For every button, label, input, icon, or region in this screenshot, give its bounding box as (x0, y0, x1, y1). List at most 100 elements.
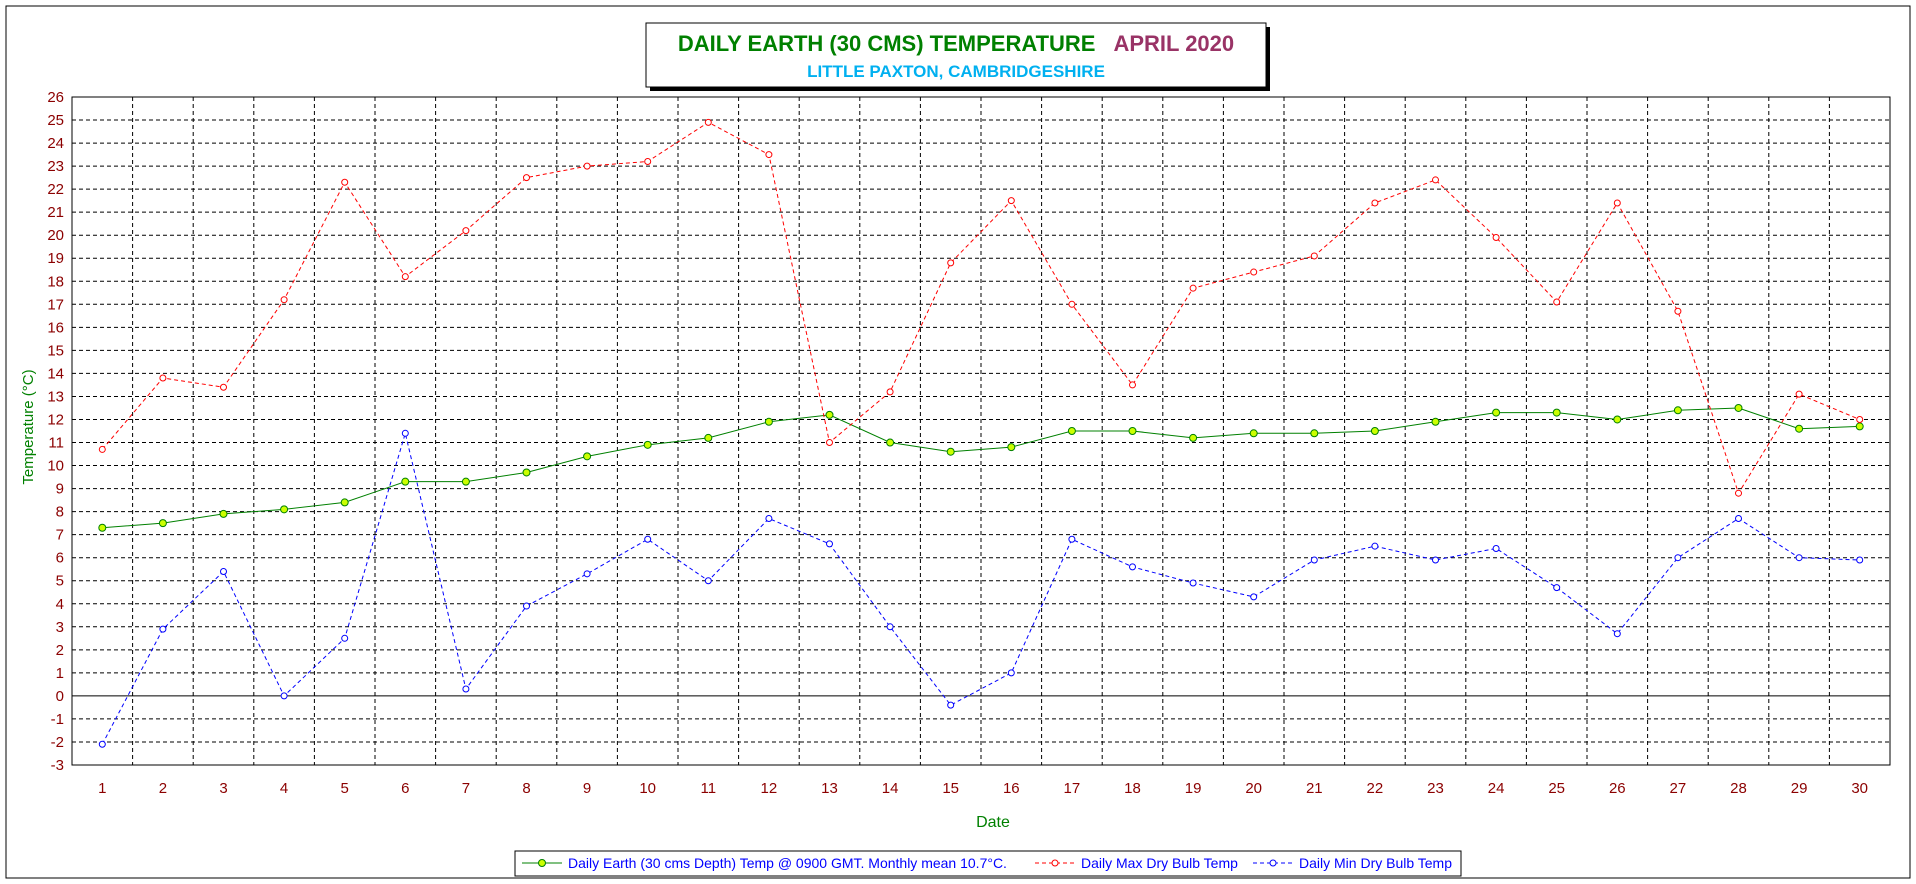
x-tick-label: 18 (1124, 780, 1141, 797)
x-tick-label: 30 (1851, 780, 1868, 797)
data-point (1128, 427, 1137, 435)
y-tick-label: 2 (56, 642, 64, 659)
data-point (220, 383, 227, 391)
data-point (1795, 554, 1803, 562)
x-tick-label: 28 (1730, 780, 1747, 797)
x-tick-label: 9 (583, 780, 591, 797)
x-tick-label: 2 (159, 780, 167, 797)
legend-box (514, 850, 1462, 877)
data-point (401, 429, 409, 437)
legend-label: Daily Min Dry Bulb Temp (1299, 855, 1452, 871)
plot-border (71, 96, 1891, 766)
data-point (1068, 535, 1076, 543)
data-point (98, 445, 106, 453)
x-tick-label: 13 (821, 780, 838, 797)
x-tick-label: 27 (1670, 780, 1687, 797)
y-tick-label: 19 (47, 250, 64, 267)
legend-swatch-marker (1051, 859, 1059, 867)
legend: Daily Earth (30 cms Depth) Temp @ 0900 G… (514, 850, 1462, 877)
y-tick-label: 0 (56, 688, 64, 705)
legend-item: Daily Min Dry Bulb Temp (1253, 855, 1452, 871)
data-point (462, 227, 470, 235)
series-1 (98, 403, 1864, 532)
data-point (523, 174, 530, 182)
x-tick-label: 7 (462, 780, 470, 797)
data-point (220, 568, 227, 576)
x-tick-label: 1 (98, 780, 106, 797)
data-point (1310, 556, 1318, 564)
x-tick-label: 20 (1245, 780, 1262, 797)
data-point (219, 509, 228, 518)
y-tick-label: 1 (56, 665, 64, 682)
data-point (704, 118, 712, 126)
data-point (644, 157, 652, 165)
y-tick-label: 6 (56, 550, 64, 567)
data-point (1613, 415, 1622, 424)
x-tick-label: 16 (1003, 780, 1020, 797)
data-point (825, 410, 834, 419)
data-point (340, 498, 349, 507)
y-tick-label: 11 (48, 435, 64, 452)
y-tick-label: 26 (47, 89, 64, 106)
data-point (886, 388, 894, 396)
data-point (1007, 669, 1015, 677)
data-point (523, 602, 530, 610)
data-point (1007, 197, 1015, 205)
data-point (1129, 381, 1136, 389)
title-box: DAILY EARTH (30 CMS) TEMPERATURE APRIL 20… (645, 22, 1270, 91)
x-tick-label: 14 (882, 780, 899, 797)
chart-subtitle: LITTLE PAXTON, CAMBRIDGESHIRE (807, 62, 1105, 81)
grid (72, 97, 1890, 765)
data-point (1856, 556, 1864, 564)
x-tick-label: 4 (280, 780, 288, 797)
plot-area: 2625242322212019181716151413121110987654… (47, 89, 1891, 797)
data-point (947, 259, 955, 267)
x-tick-label: 15 (942, 780, 959, 797)
data-point (1250, 593, 1258, 601)
x-tick-label: 10 (639, 780, 656, 797)
data-point (1734, 403, 1743, 412)
data-point (522, 468, 531, 477)
x-tick-label: 11 (701, 780, 717, 797)
data-point (1189, 579, 1197, 587)
data-point (1795, 424, 1804, 433)
y-tick-label: 23 (47, 158, 64, 175)
y-axis-title: Temperature (°C) (20, 369, 37, 484)
y-tick-label: 24 (47, 135, 64, 152)
series-layer (98, 118, 1864, 748)
chart-title-main: DAILY EARTH (30 CMS) TEMPERATURE (678, 31, 1096, 56)
y-tick-label: 18 (47, 273, 64, 290)
data-point (764, 417, 773, 426)
data-point (280, 692, 288, 700)
data-point (1613, 630, 1621, 638)
x-tick-label: 12 (761, 780, 778, 797)
data-point (1129, 563, 1136, 571)
data-point (280, 505, 289, 514)
x-tick-label: 5 (341, 780, 349, 797)
y-tick-label: 17 (47, 296, 64, 313)
data-point (1673, 406, 1682, 415)
outer-border (5, 5, 1911, 879)
y-tick-label: 9 (56, 481, 64, 498)
data-point (1492, 234, 1500, 242)
data-point (1735, 489, 1742, 497)
data-point (1370, 427, 1379, 435)
data-point (643, 440, 652, 449)
data-point (1431, 417, 1440, 426)
data-point (1492, 408, 1501, 417)
data-point (947, 701, 955, 709)
data-point (1310, 429, 1319, 438)
data-point (886, 438, 895, 447)
data-point (159, 374, 167, 382)
data-point (1432, 176, 1439, 184)
title-box-frame (645, 22, 1267, 88)
legend-label: Daily Earth (30 cms Depth) Temp @ 0900 G… (568, 855, 1007, 871)
data-point (159, 625, 167, 633)
data-point (704, 433, 713, 442)
data-point (765, 151, 773, 159)
data-point (644, 535, 652, 543)
data-point (886, 623, 894, 631)
series-3 (98, 429, 1864, 748)
y-tick-label: 3 (56, 619, 64, 636)
